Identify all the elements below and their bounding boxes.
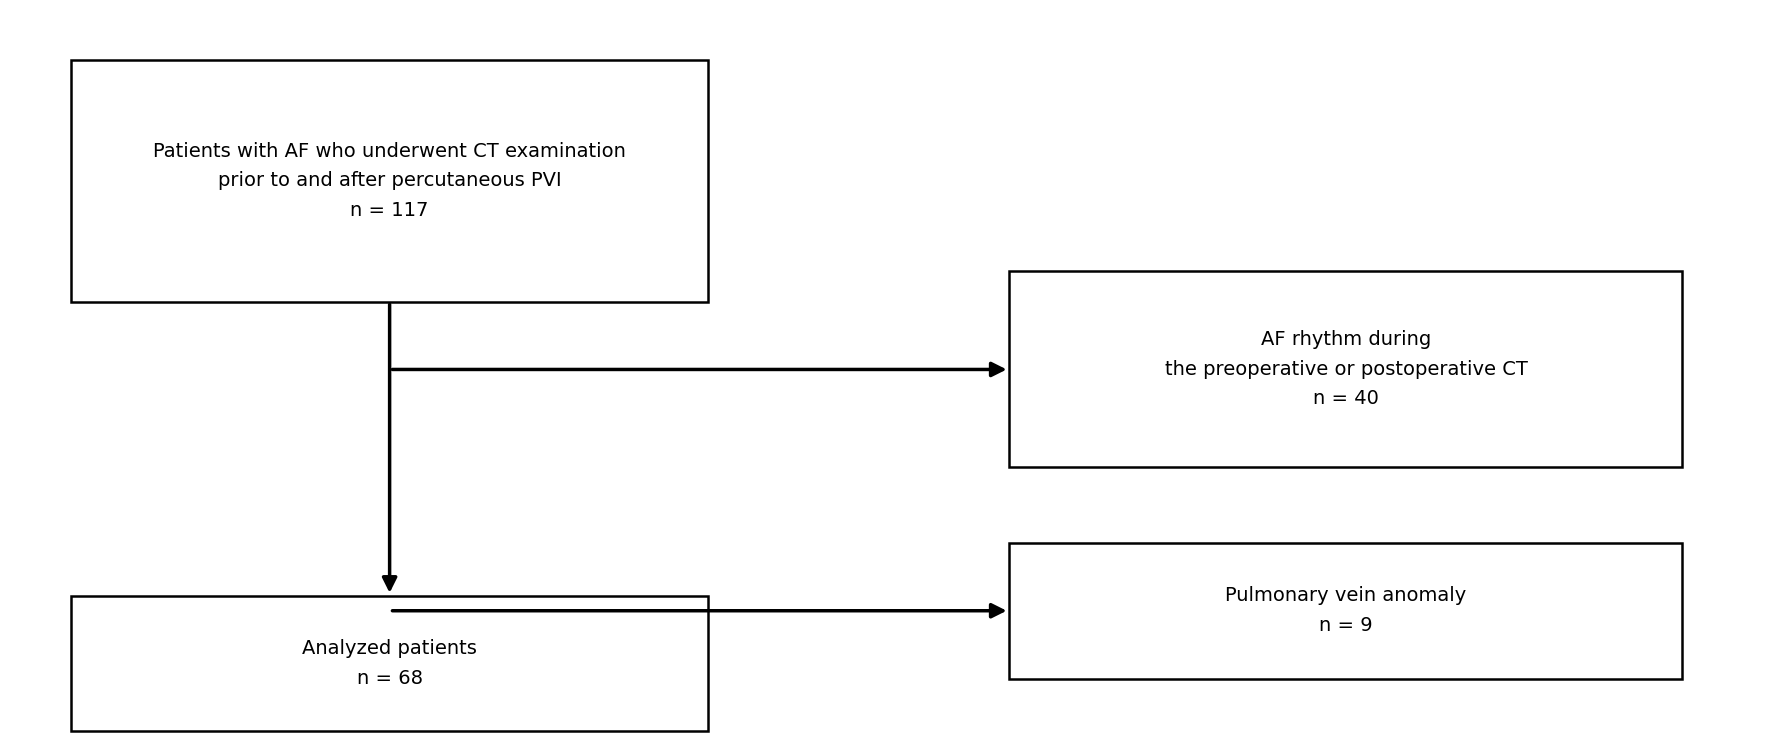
Bar — [1009, 271, 1682, 467]
Text: Pulmonary vein anomaly
n = 9: Pulmonary vein anomaly n = 9 — [1226, 587, 1466, 635]
Bar — [71, 596, 708, 731]
Text: AF rhythm during
the preoperative or postoperative CT
n = 40: AF rhythm during the preoperative or pos… — [1165, 330, 1527, 409]
Text: Patients with AF who underwent CT examination
prior to and after percutaneous PV: Patients with AF who underwent CT examin… — [152, 142, 627, 220]
Bar — [1009, 543, 1682, 679]
Bar — [71, 60, 708, 302]
Text: Analyzed patients
n = 68: Analyzed patients n = 68 — [303, 639, 476, 688]
